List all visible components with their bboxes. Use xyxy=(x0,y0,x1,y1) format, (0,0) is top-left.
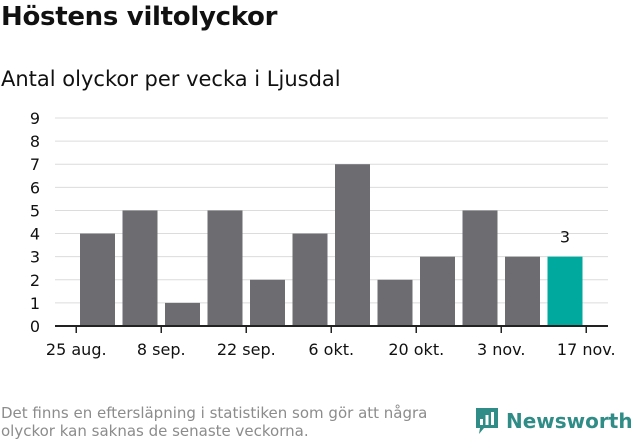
y-tick-label: 1 xyxy=(30,294,40,313)
footnote: Det finns en eftersläpning i statistiken… xyxy=(1,404,428,440)
bar xyxy=(377,279,413,326)
bar xyxy=(207,210,243,326)
bar xyxy=(547,256,583,326)
brand-name: Newsworthy xyxy=(506,409,631,433)
newsworthy-logo: Newsworthy xyxy=(474,406,631,436)
bar xyxy=(420,256,455,326)
y-tick-label: 9 xyxy=(30,109,40,128)
bar xyxy=(505,256,540,326)
y-tick-label: 0 xyxy=(30,317,40,336)
chart-bubble-icon xyxy=(476,408,498,434)
chart-subtitle: Antal olyckor per vecka i Ljusdal xyxy=(1,67,341,91)
y-tick-label: 5 xyxy=(30,201,40,220)
x-tick-label: 20 okt. xyxy=(388,340,444,359)
axis-layer xyxy=(55,325,608,333)
bar xyxy=(462,210,498,326)
bar xyxy=(80,233,115,326)
bar xyxy=(335,164,370,326)
bar-chart: 0 1 2 3 4 5 6 7 8 9 3 25 aug. 8 sep. 22 sep. 6 okt. 20 … xyxy=(30,109,616,359)
bar xyxy=(165,302,200,326)
x-tick-label: 17 nov. xyxy=(557,340,616,359)
bar xyxy=(250,279,285,326)
y-tick-label: 7 xyxy=(30,155,40,174)
bars-layer xyxy=(80,164,583,326)
x-tick-label: 25 aug. xyxy=(46,340,107,359)
x-tick-label: 6 okt. xyxy=(308,340,354,359)
labels-layer: 0 1 2 3 4 5 6 7 8 9 3 25 aug. 8 sep. 22 sep. 6 okt. 20 … xyxy=(30,109,616,359)
chart-title: Höstens viltolyckor xyxy=(1,2,278,32)
y-tick-label: 3 xyxy=(30,248,40,267)
y-tick-label: 8 xyxy=(30,132,40,151)
y-tick-label: 2 xyxy=(30,271,40,290)
bar xyxy=(122,210,158,326)
y-tick-label: 6 xyxy=(30,178,40,197)
x-tick-label: 22 sep. xyxy=(217,340,276,359)
x-tick-label: 8 sep. xyxy=(137,340,186,359)
y-tick-label: 4 xyxy=(30,225,40,244)
data-label: 3 xyxy=(560,228,570,247)
bar xyxy=(292,233,328,326)
x-tick-label: 3 nov. xyxy=(477,340,526,359)
